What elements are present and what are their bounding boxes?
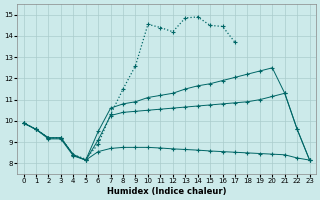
X-axis label: Humidex (Indice chaleur): Humidex (Indice chaleur): [107, 187, 226, 196]
